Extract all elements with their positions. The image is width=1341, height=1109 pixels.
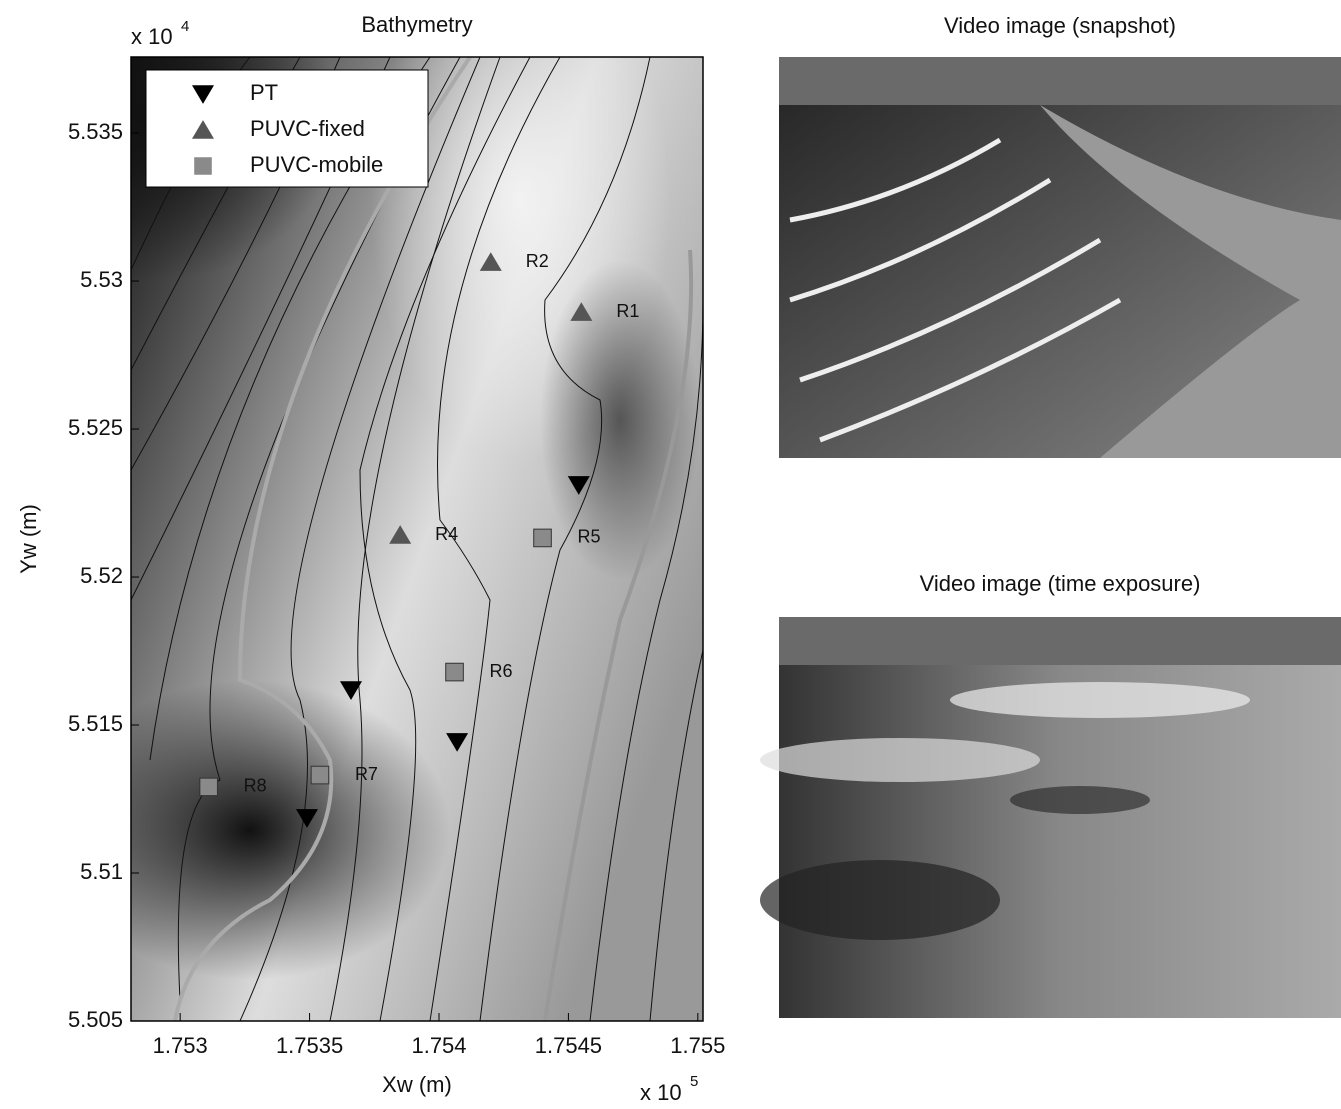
marker	[445, 662, 464, 682]
x-tick-label: 1.7535	[276, 1033, 343, 1058]
x-tick-label: 1.7545	[535, 1033, 602, 1058]
marker	[567, 476, 590, 495]
x-offset-exponent: 5	[690, 1073, 698, 1090]
legend-marker	[192, 120, 214, 139]
chart-title: Bathymetry	[361, 12, 472, 37]
point-label: R5	[578, 527, 601, 547]
y-tick-label: 5.505	[68, 1007, 123, 1032]
point-label: R4	[435, 524, 458, 544]
marker	[199, 777, 218, 797]
x-offset-label: x 10	[640, 1080, 682, 1104]
marker	[296, 809, 318, 828]
y-tick-label: 5.525	[68, 415, 123, 440]
y-axis-label: Yw (m)	[16, 504, 41, 574]
x-tick-label: 1.753	[153, 1033, 208, 1058]
legend-label: PUVC-fixed	[250, 116, 365, 141]
image-title: Video image (time exposure)	[920, 571, 1201, 596]
x-tick-label: 1.754	[411, 1033, 466, 1058]
legend-box	[145, 69, 429, 188]
legend-label: PT	[250, 80, 278, 105]
y-offset-label: x 10	[131, 24, 173, 49]
marker	[389, 525, 412, 544]
point-label: R1	[616, 301, 639, 321]
point-label: R6	[490, 661, 513, 681]
video-image: Video image (time exposure)	[760, 571, 1341, 1018]
x-axis-label: Xw (m)	[382, 1072, 452, 1097]
marker	[340, 681, 362, 700]
point-label: R2	[526, 251, 549, 271]
video-image: Video image (snapshot)	[779, 13, 1341, 458]
x-tick-label: 1.755	[670, 1033, 725, 1058]
point-label: R7	[355, 764, 378, 784]
legend-marker	[192, 85, 214, 104]
y-tick-label: 5.51	[80, 859, 123, 884]
y-tick-label: 5.535	[68, 119, 123, 144]
y-tick-label: 5.515	[68, 711, 123, 736]
marker	[446, 733, 469, 752]
image-title: Video image (snapshot)	[944, 13, 1176, 38]
y-tick-label: 5.53	[80, 267, 123, 292]
marker	[310, 765, 330, 785]
marker	[533, 528, 552, 548]
point-label: R8	[244, 776, 267, 796]
plot-frame	[130, 56, 704, 1022]
legend-marker	[194, 157, 212, 175]
marker	[479, 252, 502, 271]
y-tick-label: 5.52	[80, 563, 123, 588]
marker	[570, 302, 593, 321]
legend-label: PUVC-mobile	[250, 152, 383, 177]
y-offset-exponent: 4	[181, 18, 189, 35]
